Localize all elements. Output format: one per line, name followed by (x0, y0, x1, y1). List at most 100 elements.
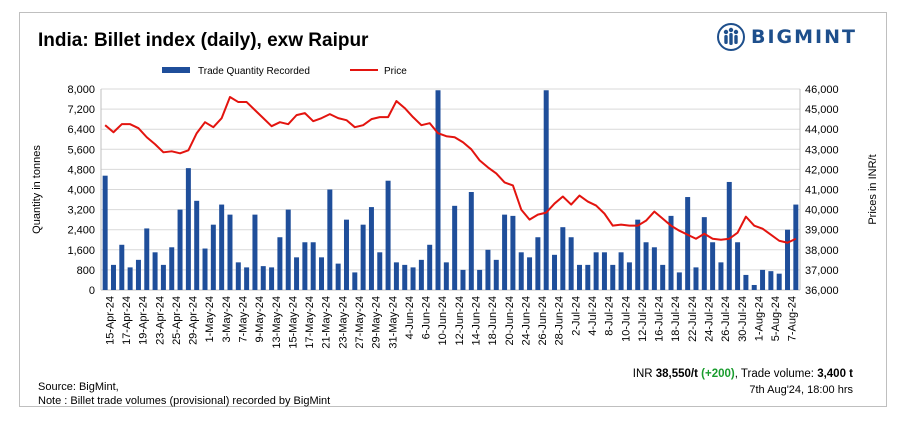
x-tick-label: 12-Jul-24 (637, 296, 649, 342)
quantity-bar (493, 259, 499, 290)
quantity-bar (219, 204, 225, 290)
quantity-bar (651, 247, 657, 290)
y-left-tick-label: 6,400 (67, 124, 95, 136)
x-tick-label: 18-Jul-24 (670, 296, 682, 342)
x-tick-label: 25-Apr-24 (171, 296, 183, 345)
quantity-bar (110, 264, 116, 291)
quantity-bar (235, 262, 241, 290)
logo-text: BIGMINT (751, 26, 857, 48)
quantity-bar (468, 192, 474, 290)
quantity-bar (368, 207, 374, 290)
bigmint-globe-people-icon (717, 23, 745, 51)
volume-value: 3,400 t (817, 368, 853, 380)
quantity-bar (310, 242, 316, 290)
x-tick-label: 8-Jul-24 (604, 296, 616, 336)
x-tick-label: 15-Apr-24 (104, 296, 116, 345)
quantity-bar (202, 248, 208, 290)
quantity-bar (585, 264, 591, 291)
quantity-bar (185, 168, 191, 290)
y-right-tick-label: 44,000 (805, 124, 839, 136)
x-tick-label: 7-Aug-24 (787, 296, 799, 341)
y-left-tick-label: 5,600 (67, 144, 95, 156)
x-tick-label: 5-Aug-24 (770, 296, 782, 341)
y-right-axis-title: Prices in INR/t (867, 154, 879, 224)
x-tick-label: 28-Jun-24 (554, 296, 566, 346)
quantity-bar (693, 267, 699, 290)
y-right-tick-label: 41,000 (805, 185, 839, 197)
quantity-bar (485, 249, 491, 290)
quantity-bar (160, 264, 166, 291)
y-left-tick-label: 3,200 (67, 205, 95, 217)
quantity-bar (593, 252, 599, 290)
price-line (104, 96, 797, 244)
volume-prefix: , Trade volume: (734, 368, 818, 380)
timestamp: 7th Aug'24, 18:00 hrs (749, 384, 853, 396)
quantity-bar (793, 204, 799, 290)
x-tick-label: 26-Jul-24 (720, 296, 732, 342)
quantity-bar (460, 269, 466, 290)
y-right-tick-label: 43,000 (805, 144, 839, 156)
x-tick-label: 29-May-24 (371, 296, 383, 349)
quantity-bar (102, 175, 108, 290)
price-value: 38,550/t (655, 368, 698, 380)
x-tick-label: 27-May-24 (354, 296, 366, 349)
x-tick-label: 31-May-24 (387, 296, 399, 349)
quantity-bar (552, 254, 558, 290)
quantity-bar (601, 252, 607, 290)
y-right-tick-label: 46,000 (805, 84, 839, 96)
quantity-bar (227, 214, 233, 291)
quantity-bar (277, 237, 283, 290)
quantity-bar (285, 209, 291, 290)
quantity-bar (610, 264, 616, 291)
quantity-bar (751, 284, 757, 290)
quantity-bar (443, 262, 449, 290)
quantity-bar (518, 252, 524, 290)
quantity-bar (743, 274, 749, 290)
quantity-bar (535, 237, 541, 290)
quantity-bar (635, 219, 641, 290)
quantity-bar (210, 224, 216, 290)
x-tick-label: 17-Apr-24 (121, 296, 133, 345)
quantity-bar (676, 272, 682, 290)
x-tick-label: 24-Jul-24 (703, 296, 715, 342)
quantity-bar (768, 271, 774, 290)
quantity-bar (477, 269, 483, 290)
quantity-bar (726, 181, 732, 290)
quantity-bar (119, 244, 125, 290)
x-tick-label: 16-Jul-24 (654, 296, 666, 342)
y-right-tick-label: 42,000 (805, 164, 839, 176)
y-right-tick-label: 38,000 (805, 245, 839, 257)
quantity-bar (701, 217, 707, 290)
quantity-bar (427, 244, 433, 290)
y-left-tick-label: 800 (77, 265, 95, 277)
x-tick-label: 4-Jul-24 (587, 296, 599, 336)
y-left-tick-label: 1,600 (67, 245, 95, 257)
quantity-bar (660, 264, 666, 291)
quantity-bar (244, 267, 250, 290)
y-left-axis-title: Quantity in tonnes (31, 145, 43, 234)
x-tick-label: 10-Jul-24 (620, 296, 632, 342)
source-text: Source: BigMint, (38, 381, 119, 393)
x-tick-label: 1-May-24 (204, 296, 216, 342)
quantity-bar (152, 252, 158, 290)
x-tick-label: 29-Apr-24 (188, 296, 200, 345)
y-left-tick-label: 4,000 (67, 185, 95, 197)
legend-label-quantity: Trade Quantity Recorded (198, 66, 310, 77)
price-summary: INR 38,550/t (+200), Trade volume: 3,400… (633, 368, 853, 380)
x-tick-label: 23-May-24 (337, 296, 349, 349)
quantity-bar (127, 267, 133, 290)
quantity-bar (735, 242, 741, 290)
quantity-bar (260, 266, 266, 290)
x-tick-label: 9-May-24 (254, 296, 266, 342)
y-right-tick-label: 36,000 (805, 285, 839, 297)
y-left-tick-label: 7,200 (67, 104, 95, 116)
x-tick-label: 30-Jul-24 (737, 296, 749, 342)
quantity-bar (452, 205, 458, 290)
quantity-bar (718, 262, 724, 290)
quantity-bar (435, 90, 441, 290)
y-left-tick-label: 4,800 (67, 164, 95, 176)
quantity-bar (527, 257, 533, 290)
quantity-bar (194, 200, 200, 290)
quantity-bar (618, 252, 624, 290)
